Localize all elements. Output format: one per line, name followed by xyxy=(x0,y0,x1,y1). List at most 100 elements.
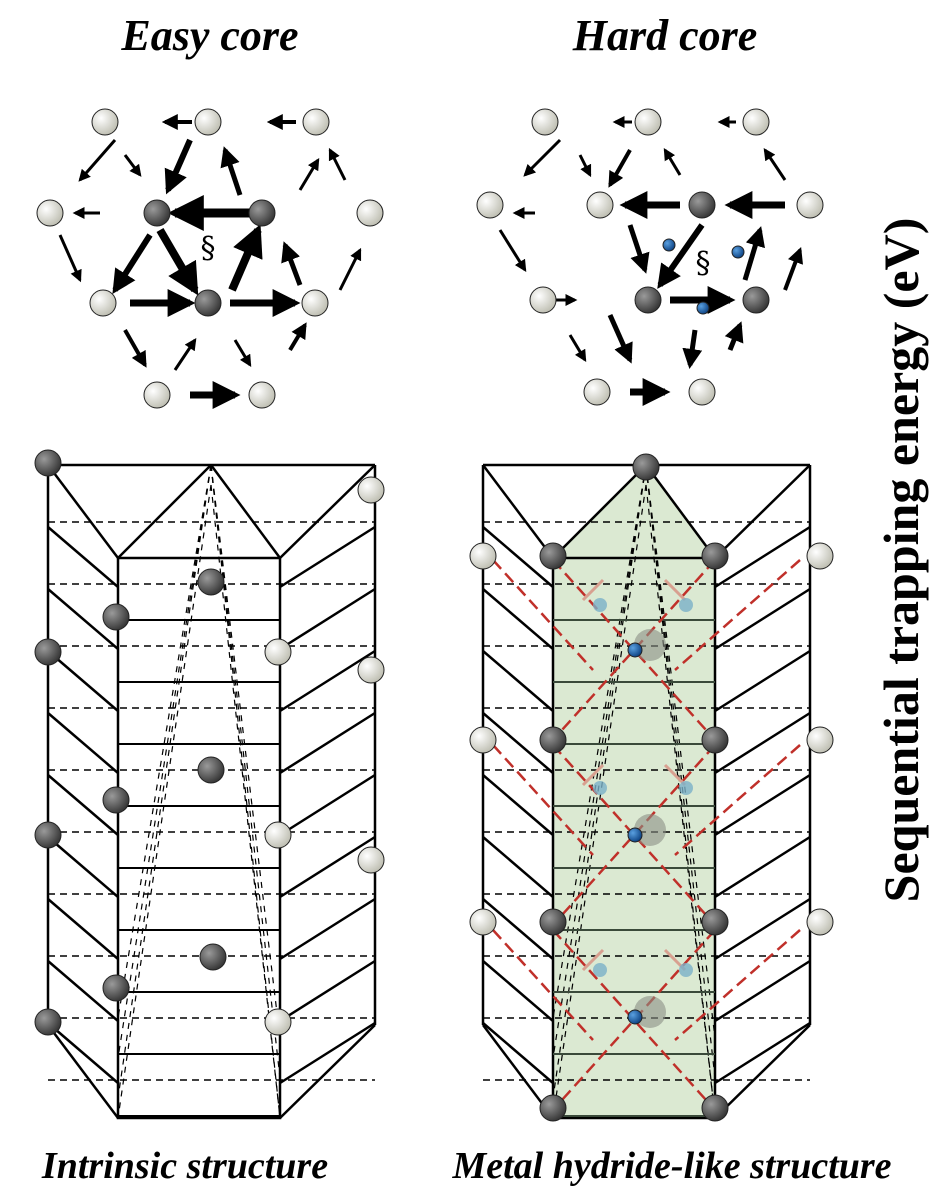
w-atom xyxy=(356,199,384,227)
w-atom xyxy=(796,191,824,219)
d-atom xyxy=(539,726,567,754)
line xyxy=(279,773,376,837)
line xyxy=(644,464,717,559)
w-atom xyxy=(469,726,497,754)
line xyxy=(581,948,605,972)
arrow xyxy=(608,149,632,188)
line xyxy=(482,836,554,898)
w-atom xyxy=(476,191,504,219)
panel-caption: Intrinsic structure xyxy=(41,1145,328,1187)
line xyxy=(714,587,811,651)
b-atom xyxy=(627,827,643,843)
w-atom xyxy=(806,726,834,754)
w-atom xyxy=(301,289,329,317)
line xyxy=(552,464,647,1019)
w-atom xyxy=(194,108,222,136)
line xyxy=(581,763,605,787)
faded-h xyxy=(679,963,693,977)
arrow xyxy=(123,154,142,177)
arrow xyxy=(58,234,82,283)
d-atom xyxy=(194,289,222,317)
line xyxy=(47,650,119,712)
w-atom xyxy=(91,108,119,136)
d-atom xyxy=(634,286,662,314)
w-atom xyxy=(357,476,385,504)
arrow xyxy=(657,223,705,289)
w-atom xyxy=(688,378,716,406)
d-atom xyxy=(102,786,130,814)
line xyxy=(279,1021,376,1085)
line xyxy=(663,578,687,602)
arrow xyxy=(233,339,252,368)
d-atom xyxy=(199,943,227,971)
line xyxy=(492,929,594,1041)
line xyxy=(279,1024,376,1119)
line xyxy=(552,559,716,741)
faded-h xyxy=(679,598,693,612)
faded-atom xyxy=(634,814,666,846)
d-atom xyxy=(34,638,62,666)
line xyxy=(209,464,282,559)
faded-atom xyxy=(634,629,666,661)
faded-h xyxy=(593,598,607,612)
core-symbol: § xyxy=(201,231,216,266)
d-atom xyxy=(632,453,660,481)
line xyxy=(674,744,801,856)
line xyxy=(482,712,554,774)
line xyxy=(714,525,811,589)
b-atom xyxy=(662,238,676,252)
line xyxy=(117,484,212,1119)
line xyxy=(47,464,119,559)
line xyxy=(714,649,811,713)
line xyxy=(117,464,212,559)
d-atom xyxy=(102,974,130,1002)
w-atom xyxy=(531,108,559,136)
line xyxy=(552,464,647,1059)
arrow xyxy=(288,322,307,352)
arrow xyxy=(112,233,153,295)
arrow xyxy=(523,138,562,177)
line xyxy=(552,744,716,926)
w-atom xyxy=(529,286,557,314)
arrow xyxy=(742,226,765,281)
line xyxy=(552,744,716,926)
w-atom xyxy=(89,289,117,317)
line xyxy=(210,464,281,1119)
d-atom xyxy=(701,542,729,570)
line xyxy=(47,960,119,1022)
arrow xyxy=(156,227,199,296)
line xyxy=(117,464,212,1099)
line xyxy=(279,464,376,559)
w-atom xyxy=(742,108,770,136)
line xyxy=(47,774,119,836)
arrow xyxy=(123,329,147,368)
d-atom xyxy=(143,199,171,227)
d-atom xyxy=(742,286,770,314)
d-atom xyxy=(197,568,225,596)
b-atom xyxy=(731,245,745,259)
arrow xyxy=(568,334,587,363)
d-atom xyxy=(34,449,62,477)
arrow xyxy=(578,154,592,178)
line xyxy=(482,898,554,960)
d-atom xyxy=(539,908,567,936)
line xyxy=(552,464,647,559)
w-atom xyxy=(143,381,171,409)
line xyxy=(552,559,716,741)
line xyxy=(279,959,376,1023)
arrow xyxy=(173,338,197,371)
faded-h xyxy=(593,963,607,977)
w-atom xyxy=(302,108,330,136)
line xyxy=(47,1024,119,1119)
line xyxy=(714,773,811,837)
line xyxy=(210,464,281,1039)
line xyxy=(645,464,716,1039)
faded-h xyxy=(593,781,607,795)
line xyxy=(482,650,554,712)
arrow xyxy=(763,148,787,181)
panel-caption: Metal hydride-like structure xyxy=(451,1145,891,1187)
line xyxy=(714,897,811,961)
d-atom xyxy=(539,1094,567,1122)
w-atom xyxy=(806,908,834,936)
